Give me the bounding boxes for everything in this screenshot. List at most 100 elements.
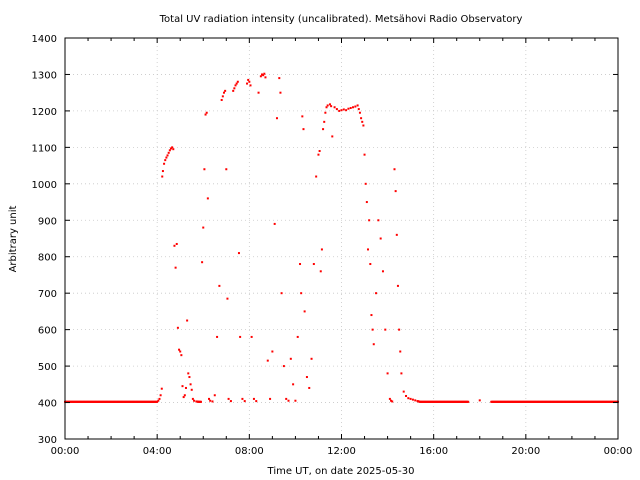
data-point: [354, 105, 357, 108]
data-point: [237, 252, 240, 255]
data-point: [368, 219, 371, 222]
data-point: [243, 400, 246, 403]
data-point: [391, 400, 394, 403]
data-point: [386, 372, 389, 375]
data-point: [249, 84, 252, 87]
y-axis-label: Arbitrary unit: [8, 206, 19, 273]
data-point: [312, 263, 315, 266]
data-point: [372, 343, 375, 346]
x-ticks: 00:00 04:00 08:00 12:00 16:00 20:00 00:00: [51, 38, 633, 457]
data-point: [235, 82, 238, 85]
data-point: [300, 292, 303, 295]
data-point: [181, 385, 184, 388]
data-point: [201, 261, 204, 264]
data-point: [208, 397, 211, 400]
data-point: [165, 156, 168, 159]
data-point: [184, 386, 187, 389]
data-point: [398, 328, 401, 331]
data-point: [266, 359, 269, 362]
data-point: [302, 128, 305, 131]
data-point: [172, 148, 175, 151]
data-point: [273, 222, 276, 225]
data-point: [188, 376, 191, 379]
data-point: [187, 372, 190, 375]
data-points: [64, 72, 619, 403]
data-point: [250, 335, 253, 338]
y-ticks: 300 400 500 600 700 800 900 1000 1100 1200 1300 140…: [32, 34, 618, 446]
data-point: [396, 284, 399, 287]
data-point: [363, 153, 366, 156]
data-point: [183, 394, 186, 397]
data-point: [163, 162, 166, 165]
data-point: [189, 383, 192, 386]
x-axis-label: Time UT, on date 2025-05-30: [267, 466, 415, 477]
data-point: [225, 168, 228, 171]
data-point: [381, 270, 384, 273]
data-point: [320, 248, 323, 251]
data-point: [364, 182, 367, 185]
data-point: [292, 383, 295, 386]
data-point: [204, 113, 207, 116]
data-point: [303, 310, 306, 313]
data-point: [203, 168, 206, 171]
data-point: [175, 242, 178, 245]
data-point: [264, 76, 267, 79]
data-point: [174, 266, 177, 269]
data-point: [299, 263, 302, 266]
data-point: [222, 91, 225, 94]
data-point: [159, 394, 162, 397]
data-point: [305, 376, 308, 379]
data-point: [375, 292, 378, 295]
y-tick-label: 1000: [32, 180, 57, 191]
data-point: [255, 400, 258, 403]
data-point: [282, 365, 285, 368]
y-tick-label: 1200: [32, 107, 57, 118]
y-tick-label: 1300: [32, 70, 57, 81]
data-point: [289, 357, 292, 360]
data-point: [220, 98, 223, 101]
data-point: [394, 190, 397, 193]
data-point: [407, 397, 410, 400]
data-point: [409, 397, 412, 400]
x-tick-label: 00:00: [604, 446, 633, 457]
data-point: [236, 80, 239, 83]
data-point: [209, 399, 212, 402]
data-point: [377, 219, 380, 222]
data-point: [400, 372, 403, 375]
data-point: [158, 397, 161, 400]
data-point: [160, 387, 163, 390]
x-tick-label: 00:00: [51, 446, 80, 457]
data-point: [333, 106, 336, 109]
data-point: [233, 87, 236, 90]
data-point: [467, 400, 470, 403]
data-point: [322, 128, 325, 131]
data-point: [180, 354, 183, 357]
data-point: [345, 109, 348, 112]
data-point: [169, 147, 172, 150]
data-point: [271, 350, 274, 353]
data-point: [164, 159, 167, 162]
data-point: [352, 106, 355, 109]
data-point: [234, 84, 237, 87]
data-point: [362, 124, 365, 127]
data-point: [167, 151, 170, 154]
data-point: [319, 270, 322, 273]
data-point: [399, 350, 402, 353]
data-point: [315, 175, 318, 178]
data-point: [262, 74, 265, 77]
data-point: [252, 397, 255, 400]
data-point: [310, 357, 313, 360]
data-point: [388, 397, 391, 400]
data-point: [193, 399, 196, 402]
data-point: [405, 394, 408, 397]
y-tick-label: 300: [38, 435, 57, 446]
data-point: [349, 106, 352, 109]
data-point: [216, 335, 219, 338]
data-point: [323, 120, 326, 123]
data-point: [318, 150, 321, 153]
data-point: [411, 398, 414, 401]
data-point: [205, 111, 208, 114]
data-point: [356, 104, 359, 107]
data-point: [261, 73, 264, 76]
